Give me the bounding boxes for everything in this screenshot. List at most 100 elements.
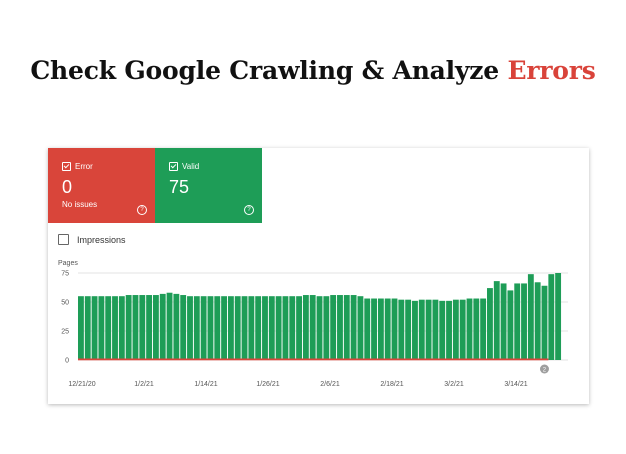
bar-valid <box>541 285 548 360</box>
x-tick-label: 2/18/21 <box>380 381 403 388</box>
bar-valid <box>432 299 439 360</box>
bar-valid <box>330 295 337 360</box>
error-count: 0 <box>62 177 73 197</box>
bar-valid <box>343 295 350 360</box>
x-tick-label: 12/21/20 <box>68 381 95 388</box>
x-tick-label: 1/26/21 <box>256 381 279 388</box>
bar-valid <box>398 299 405 360</box>
bar-valid <box>125 295 132 360</box>
bar-valid <box>146 295 153 360</box>
bar-valid <box>173 293 180 360</box>
bar-valid <box>480 298 487 360</box>
error-tile[interactable]: Error 0 No issues ? <box>48 148 155 223</box>
bar-valid <box>412 300 418 360</box>
coverage-card: Error 0 No issues ? Valid 75 ? Impressio… <box>48 148 589 404</box>
bar-valid <box>193 296 200 360</box>
error-label: Error <box>75 162 93 171</box>
checkbox-unchecked-icon[interactable] <box>58 234 69 245</box>
y-tick-label: 25 <box>61 329 69 336</box>
x-tick-label: 2/6/21 <box>320 381 340 388</box>
bar-valid <box>98 296 105 360</box>
bar-valid <box>112 296 118 360</box>
bar-error-series <box>78 358 549 361</box>
x-tick-label: 3/14/21 <box>504 381 527 388</box>
bar-valid <box>323 296 330 360</box>
help-icon[interactable]: ? <box>137 205 147 215</box>
bar-valid <box>296 296 303 360</box>
x-tick-label: 1/14/21 <box>194 381 217 388</box>
bar-valid <box>316 296 323 360</box>
bar-valid <box>473 298 480 360</box>
bar-valid <box>377 298 384 360</box>
bar-valid <box>466 298 473 360</box>
valid-tile[interactable]: Valid 75 ? <box>155 148 262 223</box>
bar-valid <box>514 283 521 360</box>
bar-valid <box>371 298 377 360</box>
bar-valid <box>487 288 493 360</box>
bar-valid <box>159 293 166 360</box>
bar-valid <box>166 292 173 360</box>
bar-valid <box>105 296 112 360</box>
bar-valid <box>521 283 527 360</box>
y-tick-label: 75 <box>61 271 69 278</box>
bar-valid <box>200 296 207 360</box>
bar-valid <box>425 299 432 360</box>
coverage-chart: Pages 0 25 50 75 12/21/20 1/2/21 1/14/21 1/26/21… <box>58 260 568 388</box>
bar-valid <box>452 299 459 360</box>
bar-valid <box>227 296 234 360</box>
valid-tile-header: Valid <box>169 162 199 171</box>
bar-valid <box>255 296 262 360</box>
bar-valid <box>207 296 214 360</box>
bar-valid <box>214 296 221 360</box>
bar-valid <box>282 296 289 360</box>
bar-valid <box>84 296 91 360</box>
y-tick-label: 0 <box>65 358 69 365</box>
bar-valid <box>248 296 255 360</box>
bar-valid <box>548 274 555 360</box>
bar-valid <box>555 273 562 360</box>
checkbox-checked-icon[interactable] <box>62 162 71 171</box>
x-tick-label: 3/2/21 <box>444 381 464 388</box>
bar-valid <box>446 300 452 360</box>
headline-accent: Errors <box>507 56 596 85</box>
help-icon[interactable]: ? <box>244 205 254 215</box>
bar-valid <box>241 296 248 360</box>
bar-valid <box>78 296 84 360</box>
bar-valid <box>439 300 446 360</box>
bar-valid <box>187 296 193 360</box>
headline-main: Check Google Crawling & Analyze <box>30 56 508 85</box>
bar-valid <box>527 274 534 360</box>
bar-valid <box>500 283 507 360</box>
bar-valid <box>132 295 139 360</box>
annotation-marker <box>539 364 549 374</box>
valid-label: Valid <box>182 162 200 171</box>
bar-valid <box>459 299 466 360</box>
bar-valid <box>152 295 159 360</box>
bar-valid <box>289 296 296 360</box>
bar-valid <box>91 296 98 360</box>
bar-valid <box>118 296 125 360</box>
error-tile-header: Error <box>62 162 93 171</box>
bar-valid <box>275 296 282 360</box>
bar-valid <box>268 296 275 360</box>
bar-valid <box>302 295 309 360</box>
impressions-toggle[interactable]: Impressions <box>58 234 126 245</box>
y-tick-label: 50 <box>61 300 69 307</box>
checkbox-checked-icon[interactable] <box>169 162 178 171</box>
bar-valid <box>507 290 514 360</box>
annotation-label: 2 <box>543 368 547 374</box>
bar-valid <box>350 295 357 360</box>
bar-valid <box>534 282 541 360</box>
bar-valid <box>139 295 146 360</box>
bar-valid <box>384 298 391 360</box>
bar-valid <box>337 295 343 360</box>
bar-valid <box>493 281 500 360</box>
y-axis-title: Pages <box>58 260 78 267</box>
impressions-label: Impressions <box>77 234 126 245</box>
bar-valid <box>221 296 228 360</box>
bar-valid <box>364 298 371 360</box>
bar-valid <box>357 296 364 360</box>
page-headline: Check Google Crawling & Analyze Errors <box>0 56 626 85</box>
bar-valid <box>262 296 268 360</box>
error-subtitle: No issues <box>62 200 98 209</box>
